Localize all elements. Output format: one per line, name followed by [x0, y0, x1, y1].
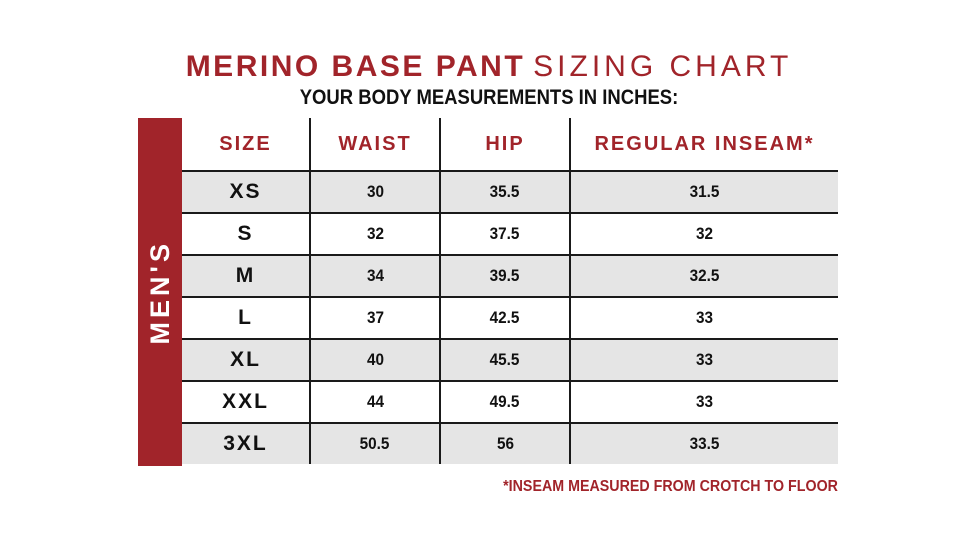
column-header-hip: HIP: [439, 118, 570, 171]
hip-cell: 37.5: [439, 212, 570, 255]
inseam-cell: 33: [569, 380, 838, 423]
table-row-xxl: XXL 44 49.5 33: [182, 380, 838, 423]
hip-cell: 49.5: [439, 380, 570, 423]
inseam-cell: 33.5: [569, 422, 838, 464]
table-row-xl: XL 40 45.5 33: [182, 338, 838, 381]
waist-cell: 40: [309, 338, 440, 381]
waist-cell: 44: [309, 380, 440, 423]
sizing-table: SIZE WAIST HIP REGULAR INSEAM* XS 30 35.…: [182, 118, 838, 464]
hip-cell: 45.5: [439, 338, 570, 381]
sizing-chart: MEN'S SIZE WAIST HIP REGULAR INSEAM* XS …: [138, 118, 838, 466]
inseam-footnote: *INSEAM MEASURED FROM CROTCH TO FLOOR: [138, 478, 838, 496]
waist-cell: 32: [309, 212, 440, 255]
hip-cell: 42.5: [439, 296, 570, 339]
hip-cell: 35.5: [439, 170, 570, 213]
waist-cell: 37: [309, 296, 440, 339]
size-cell: S: [182, 212, 310, 255]
table-row-s: S 32 37.5 32: [182, 212, 838, 255]
waist-cell: 50.5: [309, 422, 440, 464]
waist-cell: 30: [309, 170, 440, 213]
page-title-suffix: SIZING CHART: [533, 50, 793, 83]
table-row-xs: XS 30 35.5 31.5: [182, 170, 838, 213]
page-title-product: MERINO BASE PANT: [185, 50, 526, 83]
hip-cell: 56: [439, 422, 570, 464]
table-row-m: M 34 39.5 32.5: [182, 254, 838, 297]
page-title: MERINO BASE PANT SIZING CHART: [0, 50, 978, 84]
size-cell: XL: [182, 338, 310, 381]
column-header-waist: WAIST: [309, 118, 440, 171]
table-header-row: SIZE WAIST HIP REGULAR INSEAM*: [182, 118, 838, 171]
waist-cell: 34: [309, 254, 440, 297]
column-header-inseam: REGULAR INSEAM*: [569, 118, 838, 171]
inseam-cell: 32: [569, 212, 838, 255]
size-cell: L: [182, 296, 310, 339]
size-cell: XS: [182, 170, 310, 213]
size-cell: XXL: [182, 380, 310, 423]
size-cell: 3XL: [182, 422, 310, 464]
inseam-cell: 31.5: [569, 170, 838, 213]
inseam-cell: 33: [569, 296, 838, 339]
mens-category-label: MEN'S: [144, 239, 175, 345]
inseam-footnote-text: *INSEAM MEASURED FROM CROTCH TO FLOOR: [503, 478, 838, 495]
inseam-cell: 32.5: [569, 254, 838, 297]
inseam-cell: 33: [569, 338, 838, 381]
size-cell: M: [182, 254, 310, 297]
measurements-subtitle: YOUR BODY MEASUREMENTS IN INCHES:: [299, 86, 679, 109]
mens-category-bar: MEN'S: [138, 118, 182, 466]
column-header-size: SIZE: [182, 118, 310, 171]
table-row-l: L 37 42.5 33: [182, 296, 838, 339]
hip-cell: 39.5: [439, 254, 570, 297]
table-row-3xl: 3XL 50.5 56 33.5: [182, 422, 838, 464]
